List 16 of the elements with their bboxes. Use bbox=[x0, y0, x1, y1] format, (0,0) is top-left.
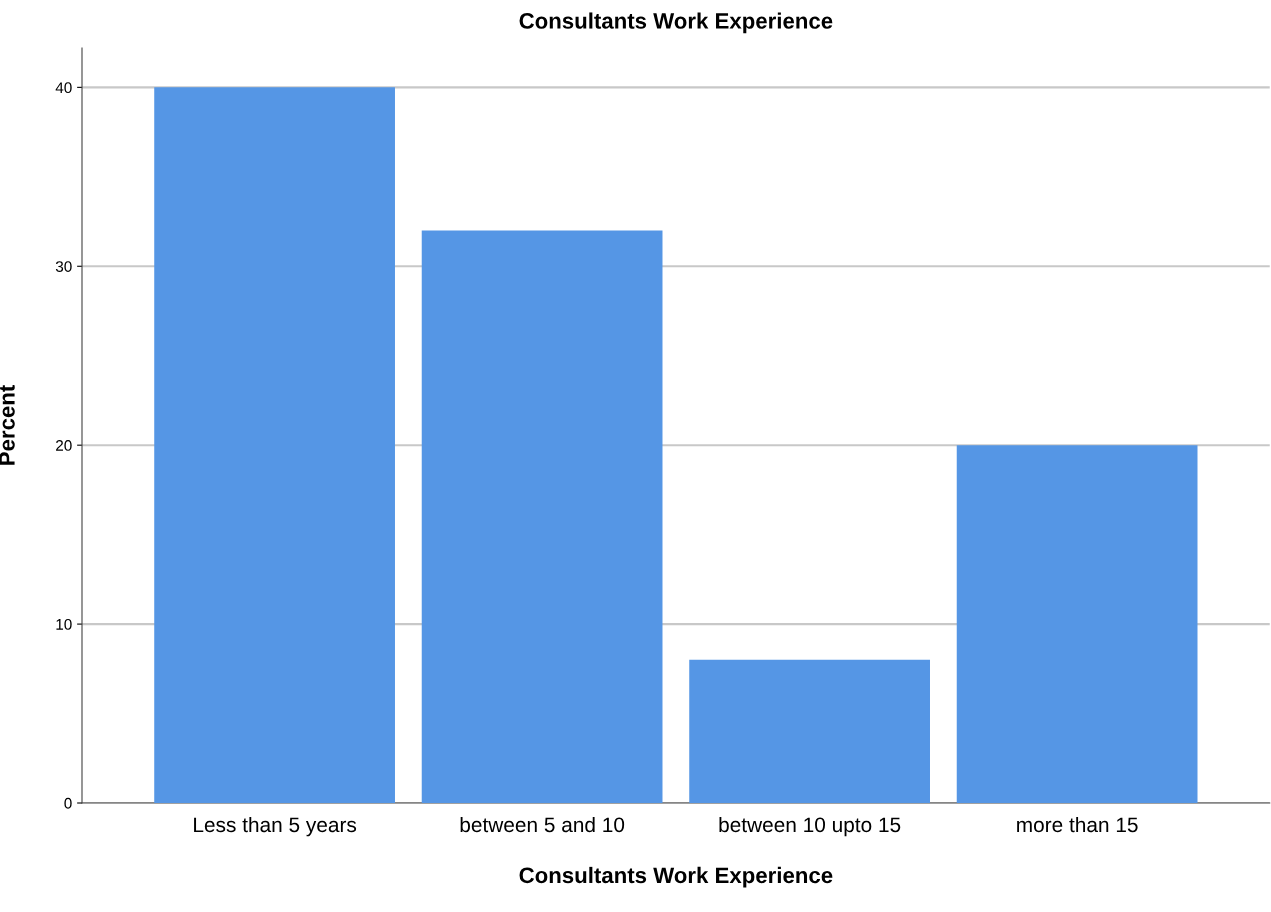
y-tick-label: 10 bbox=[56, 618, 72, 630]
bar bbox=[689, 659, 930, 803]
y-tick-label: 0 bbox=[64, 797, 72, 809]
bar bbox=[154, 87, 395, 803]
x-axis-title: Consultants Work Experience bbox=[519, 866, 833, 888]
x-tick-label: more than 15 bbox=[1017, 816, 1138, 833]
x-tick-label: between 5 and 10 bbox=[460, 816, 625, 833]
y-tick-label: 20 bbox=[56, 440, 72, 451]
x-tick-label: Less than 5 years bbox=[194, 816, 357, 837]
bar bbox=[956, 445, 1198, 803]
y-tick-label: 30 bbox=[55, 261, 72, 272]
y-tick-label: 40 bbox=[55, 82, 72, 94]
bar bbox=[421, 230, 663, 803]
chart-title: Consultants Work Experience bbox=[519, 12, 833, 34]
x-tick-label: between 10 upto 15 bbox=[719, 816, 901, 837]
y-axis-title: Percent bbox=[0, 385, 15, 465]
